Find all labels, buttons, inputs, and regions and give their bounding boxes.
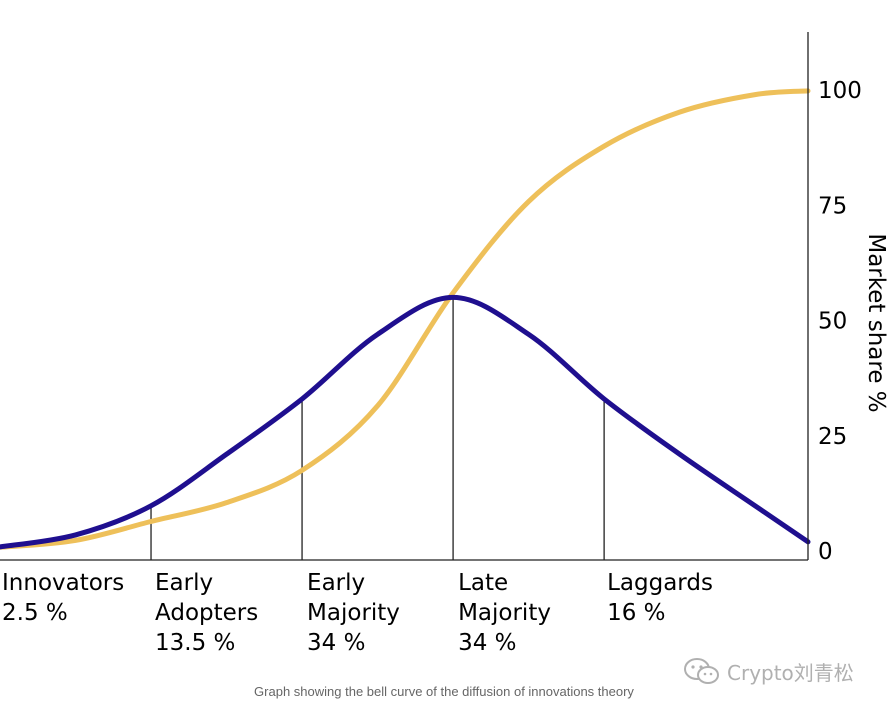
category-label-laggards: Laggards <box>607 570 713 596</box>
axes: 100 75 50 25 0 Market share % <box>0 32 889 565</box>
y-tick-label: 0 <box>818 539 833 565</box>
category-label-early-adopters: 13.5 % <box>155 630 235 656</box>
category-label-innovators: Innovators <box>2 570 124 596</box>
category-label-early-majority: Early <box>307 570 365 596</box>
category-label-early-majority: 34 % <box>307 630 365 656</box>
category-labels: Innovators 2.5 % Early Adopters 13.5 % Early M… <box>2 570 713 656</box>
curves <box>0 88 811 550</box>
series-line-cumulative-s-curve <box>0 88 811 550</box>
category-label-early-adopters: Early <box>155 570 213 596</box>
watermark-text: Crypto刘青松 <box>727 660 854 685</box>
series-line-adoption-bell-curve <box>0 294 811 550</box>
y-axis-label: Market share % <box>863 233 889 412</box>
category-label-late-majority: Late <box>458 570 508 596</box>
category-label-late-majority: Majority <box>458 600 551 626</box>
category-label-innovators: 2.5 % <box>2 600 68 626</box>
y-tick-label: 50 <box>818 309 847 335</box>
y-tick-label: 25 <box>818 424 847 450</box>
y-tick-label: 100 <box>818 78 862 104</box>
category-label-early-majority: Majority <box>307 600 400 626</box>
category-label-early-adopters: Adopters <box>155 600 258 626</box>
watermark: Crypto刘青松 <box>683 656 854 686</box>
wechat-icon <box>684 658 719 684</box>
segment-divider-lines <box>150 297 605 560</box>
category-label-laggards: 16 % <box>607 600 665 626</box>
category-label-late-majority: 34 % <box>458 630 516 656</box>
chart-caption: Graph showing the bell curve of the diff… <box>254 684 634 699</box>
y-tick-label: 75 <box>818 193 847 219</box>
